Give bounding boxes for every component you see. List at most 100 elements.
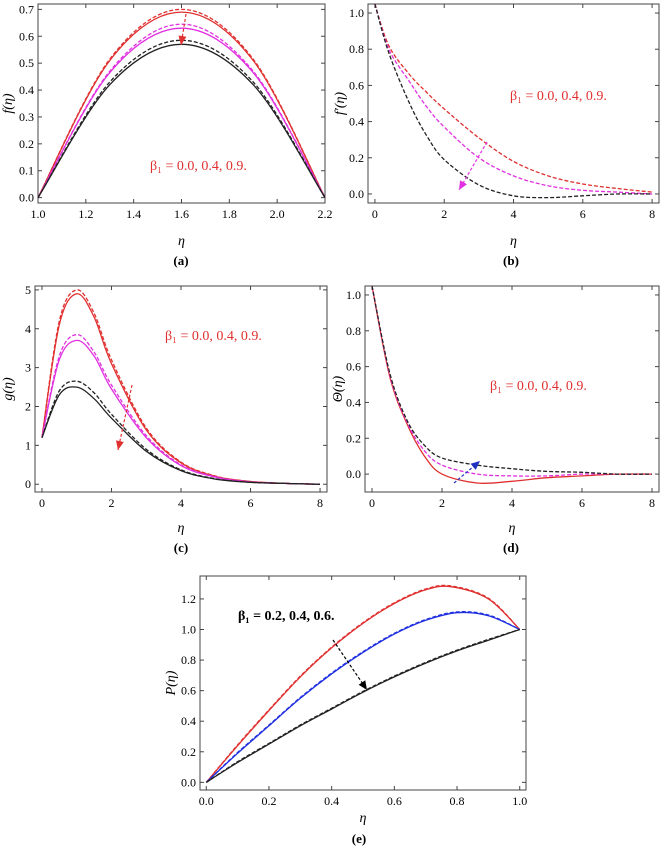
series-line-2 (205, 611, 520, 783)
series-line-0 (41, 293, 321, 485)
x-tick-label: 1.4 (126, 207, 141, 221)
series-line-5 (37, 39, 326, 198)
x-axis-label: η (178, 521, 185, 536)
x-axis-label: η (178, 234, 185, 249)
y-tick-label: 0.0 (346, 467, 361, 481)
trend-arrow (453, 460, 481, 484)
beta-annotation: β₁ = 0.0, 0.4, 0.9. (150, 159, 247, 174)
x-tick-label: 4 (509, 496, 515, 510)
x-tick-label: 2 (441, 207, 447, 221)
series-line-4 (205, 628, 520, 783)
series-line-4 (41, 386, 321, 485)
y-tick-label: 3 (25, 361, 31, 375)
x-tick-label: 0.6 (387, 794, 402, 808)
x-tick-label: 6 (579, 496, 585, 510)
x-axis-label: η (510, 234, 517, 249)
y-tick-label: 0.4 (181, 714, 196, 728)
series-line-1 (41, 289, 321, 485)
panel-caption: (e) (352, 831, 366, 846)
x-tick-label: 0.2 (261, 794, 276, 808)
plot-frame (34, 285, 328, 493)
x-axis-label: η (509, 521, 516, 536)
arrow-head (470, 461, 480, 470)
x-tick-label: 1.0 (512, 794, 527, 808)
panel-caption: (b) (503, 253, 519, 268)
y-tick-label: 0.2 (346, 431, 361, 445)
x-tick-label: 2.0 (270, 207, 285, 221)
x-tick-label: 2 (439, 496, 445, 510)
beta-annotation: β₁ = 0.0, 0.4, 0.9. (165, 329, 262, 344)
x-tick-label: 0 (369, 496, 375, 510)
x-tick-label: 1.8 (222, 207, 237, 221)
x-tick-label: 0.8 (450, 794, 465, 808)
y-tick-label: 0.8 (346, 324, 361, 338)
y-axis-label: f(η) (1, 93, 16, 113)
y-tick-label: 0.6 (181, 684, 196, 698)
series-line-1 (37, 8, 326, 198)
panel-a: 1.0 1.2 1.4 1.6 1.8 2.0 2.2 0.0 0.1 0.2 0.3 0.4 0.5 0… (1, 2, 333, 268)
series-line-2 (374, 3, 653, 199)
x-tick-label: 8 (317, 496, 323, 510)
y-tick-label: 0.3 (19, 110, 34, 124)
y-tick-label: 0.1 (19, 164, 34, 178)
y-tick-label: 0.6 (346, 360, 361, 374)
y-axis-label: Θ(η) (331, 375, 346, 402)
y-tick-label: 0.0 (181, 775, 196, 789)
panel-caption: (d) (503, 540, 519, 555)
beta-annotation: β₁ = 0.2, 0.4, 0.6. (238, 609, 335, 624)
beta-annotation: β₁ = 0.0, 0.4, 0.9. (510, 89, 607, 104)
y-tick-label: 0.4 (349, 115, 364, 129)
series-line-4 (37, 43, 326, 198)
series-line-5 (205, 628, 520, 783)
x-axis-label: η (360, 811, 367, 826)
arrow-head (178, 35, 187, 45)
x-tick-label: 1.2 (78, 207, 93, 221)
x-tick-label: 2.2 (318, 207, 333, 221)
x-tick-label: 8 (649, 496, 655, 510)
y-tick-label: 0.4 (19, 83, 34, 97)
y-tick-label: 1 (25, 438, 31, 452)
x-tick-label: 0 (39, 496, 45, 510)
y-tick-label: 0.7 (19, 2, 34, 16)
y-tick-label: 5 (25, 283, 31, 297)
y-tick-label: 0.0 (19, 191, 34, 205)
panel-b: 0 2 4 6 8 0.0 0.2 0.4 0.6 0.8 1.0 β₁ = 0.0, 0.4, 0.… (333, 3, 660, 268)
y-tick-label: 0.4 (346, 395, 361, 409)
x-tick-label: 6 (580, 207, 586, 221)
x-tick-label: 1.0 (31, 207, 46, 221)
y-tick-label: 0.6 (349, 78, 364, 92)
y-tick-label: 1.2 (181, 592, 196, 606)
y-tick-label: 0.8 (349, 42, 364, 56)
y-tick-label: 1.0 (181, 623, 196, 637)
series-line-3 (205, 611, 520, 783)
trend-arrow (332, 639, 368, 691)
x-tick-label: 2 (108, 496, 114, 510)
x-tick-label: 4 (178, 496, 184, 510)
y-tick-label: 0 (25, 477, 31, 491)
arrow-head (358, 680, 367, 690)
y-tick-label: 0.5 (19, 56, 34, 70)
x-tick-label: 1.6 (174, 207, 189, 221)
y-tick-label: 0.8 (181, 653, 196, 667)
x-tick-label: 8 (649, 207, 655, 221)
series-line-1 (374, 3, 653, 195)
y-tick-label: 1.0 (346, 288, 361, 302)
series-line-1 (205, 584, 521, 783)
series-line-2 (371, 285, 653, 475)
x-tick-label: 4 (511, 207, 517, 221)
x-tick-label: 6 (248, 496, 254, 510)
series-line-3 (37, 23, 326, 198)
panel-caption: (a) (173, 253, 188, 268)
plot-frame (199, 575, 527, 791)
x-tick-label: 0 (372, 207, 378, 221)
panel-c: 0 2 4 6 8 0 1 2 3 4 5 β₁ = 0.0, 0.4, 0.9. η g(η) (c) (1, 283, 328, 555)
arrow-head (459, 180, 467, 190)
y-tick-label: 1.0 (349, 6, 364, 20)
y-axis-label: g(η) (1, 377, 16, 401)
y-tick-label: 0.0 (349, 187, 364, 201)
panel-e: 0.0 0.2 0.4 0.6 0.8 1.0 0.0 0.2 0.4 0.6 0.8 1.0 1.2 β… (164, 575, 527, 846)
trend-arrow (117, 384, 133, 451)
y-tick-label: 0.2 (181, 745, 196, 759)
y-tick-label: 0.2 (19, 137, 34, 151)
